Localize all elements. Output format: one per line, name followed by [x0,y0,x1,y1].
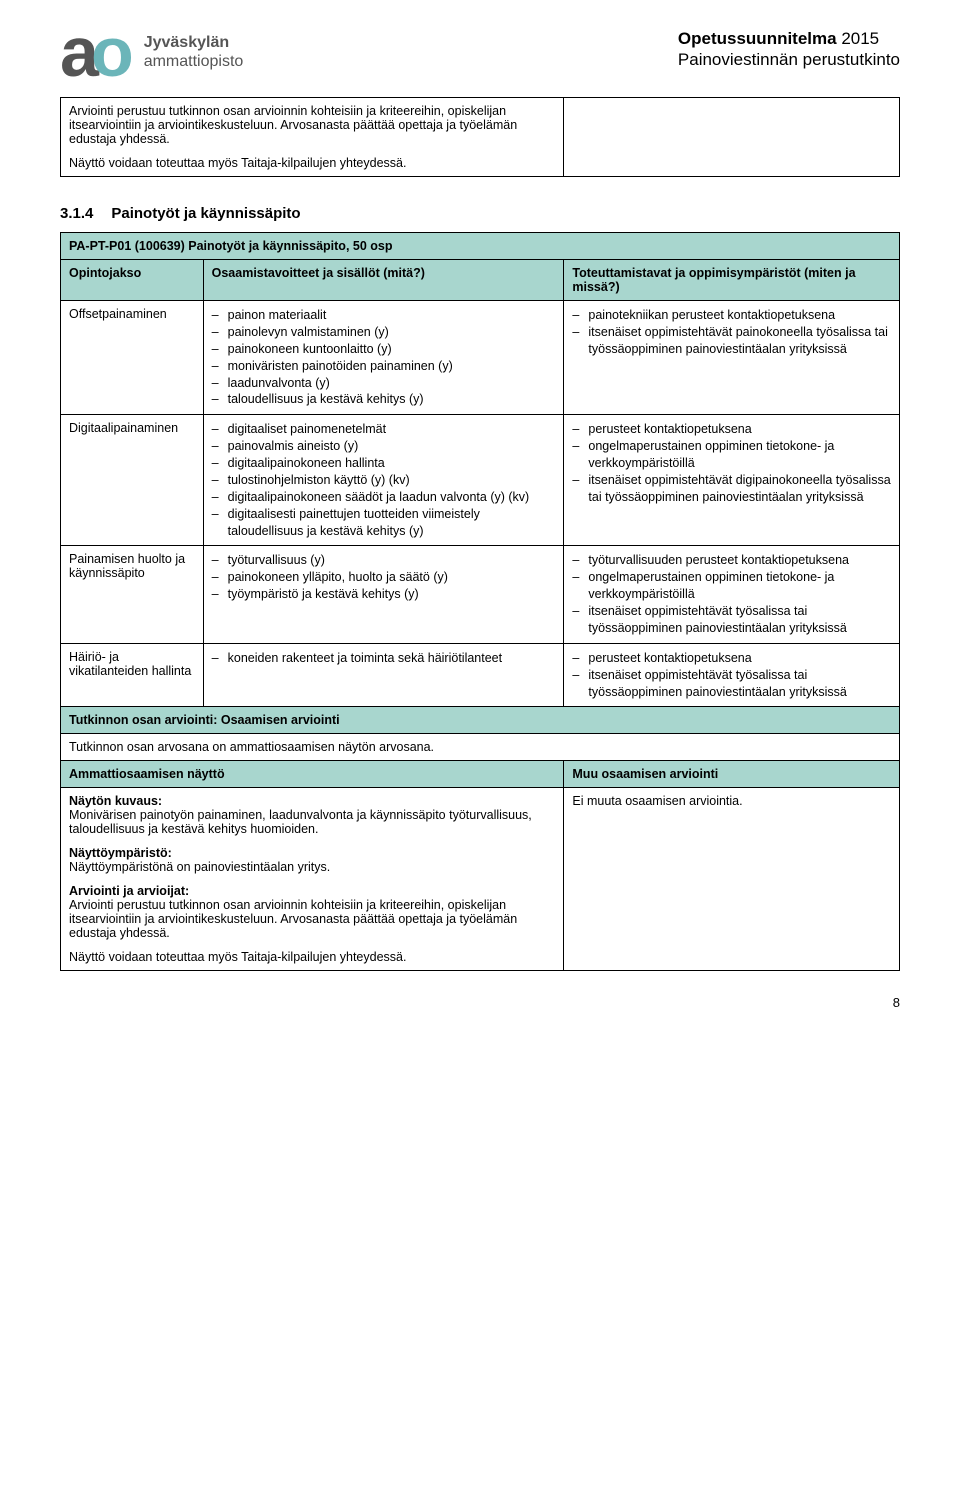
list-item: ongelmaperustainen oppiminen tietokone- … [572,569,891,603]
row-label: Painamisen huolto ja käynnissäpito [61,546,204,643]
naytto-kuvaus-label: Näytön kuvaus: [69,794,162,808]
list-item: itsenäiset oppimistehtävät digipainokone… [572,472,891,506]
row-methods: työturvallisuuden perusteet kontaktiopet… [564,546,900,643]
table-row: Painamisen huolto ja käynnissäpitotyötur… [61,546,900,643]
table-row: Digitaalipainaminendigitaaliset painomen… [61,415,900,546]
row-label: Offsetpainaminen [61,301,204,415]
list-item: itsenäiset oppimistehtävät työsalissa ta… [572,667,891,701]
row-methods: perusteet kontaktiopetuksenaongelmaperus… [564,415,900,546]
row-contents: koneiden rakenteet ja toiminta sekä häir… [203,643,564,707]
curriculum-table: PA-PT-P01 (100639) Painotyöt ja käynniss… [60,232,900,971]
row-contents: painon materiaalitpainolevyn valmistamin… [203,301,564,415]
list-item: työturvallisuus (y) [212,552,556,569]
list-item: perusteet kontaktiopetuksena [572,650,891,667]
list-item: digitaalipainokoneen hallinta [212,455,556,472]
logo-block: a o Jyväskylän ammattiopisto [60,28,243,77]
section-number: 3.1.4 [60,205,93,222]
col-header-1: Opintojakso [61,260,204,301]
eval-right-cell: Ei muuta osaamisen arviointia. [564,788,900,971]
list-item: digitaalisesti painettujen tuotteiden vi… [212,506,556,523]
list-item: painokoneen ylläpito, huolto ja säätö (y… [212,569,556,586]
row-contents: työturvallisuus (y)painokoneen ylläpito,… [203,546,564,643]
logo-letter-o: o [91,28,134,77]
section-title: Painotyöt ja käynnissäpito [111,205,300,222]
table-row: Offsetpainaminenpainon materiaalitpainol… [61,301,900,415]
page: a o Jyväskylän ammattiopisto Opetussuunn… [0,0,960,1050]
naytto-ymp-label: Näyttöympäristö: [69,846,172,860]
evaluation-line: Tutkinnon osan arvosana on ammattiosaami… [61,734,900,761]
list-item: tulostinohjelmiston käyttö (y) (kv) [212,472,556,489]
row-methods: perusteet kontaktiopetuksenaitsenäiset o… [564,643,900,707]
evaluation-header: Tutkinnon osan arviointi: Osaamisen arvi… [61,707,900,734]
list-item: painotekniikan perusteet kontaktiopetuks… [572,307,891,324]
list-item: laadunvalvonta (y) [212,375,556,392]
section-heading: 3.1.4 Painotyöt ja käynnissäpito [60,205,900,222]
list-item: painokoneen kuntoonlaitto (y) [212,341,556,358]
header-title-year: 2015 [837,29,880,48]
row-label: Häiriö- ja vikatilanteiden hallinta [61,643,204,707]
eval-col-left-header: Ammattiosaamisen näyttö [61,761,564,788]
list-item: digitaaliset painomenetelmät [212,421,556,438]
list-item: työturvallisuuden perusteet kontaktiopet… [572,552,891,569]
list-item: itsenäiset oppimistehtävät työsalissa ta… [572,603,891,637]
list-item: koneiden rakenteet ja toiminta sekä häir… [212,650,556,667]
continuation-right-cell [564,98,900,177]
list-item: digitaalipainokoneen säädöt ja laadun va… [212,489,556,506]
table-row: Häiriö- ja vikatilanteiden hallinta konei… [61,643,900,707]
logo-org-name: Jyväskylän [144,34,244,52]
arvioijat-label: Arviointi ja arvioijat: [69,884,189,898]
continuation-paragraph-1: Arviointi perustuu tutkinnon osan arvioi… [69,104,555,146]
logo-text: Jyväskylän ammattiopisto [144,34,244,71]
list-item: painon materiaalit [212,307,556,324]
page-header: a o Jyväskylän ammattiopisto Opetussuunn… [60,28,900,77]
list-item: perusteet kontaktiopetuksena [572,421,891,438]
logo-org-sub: ammattiopisto [144,53,244,71]
list-item: itsenäiset oppimistehtävät painokoneella… [572,324,891,358]
list-item: työympäristö ja kestävä kehitys (y) [212,586,556,603]
row-label: Digitaalipainaminen [61,415,204,546]
naytto-kuvaus-text: Monivärisen painotyön painaminen, laadun… [69,808,532,836]
list-item: ongelmaperustainen oppiminen tietokone- … [572,438,891,472]
table-title-row: PA-PT-P01 (100639) Painotyöt ja käynniss… [61,233,900,260]
continuation-left-cell: Arviointi perustuu tutkinnon osan arvioi… [61,98,564,177]
naytto-ymp-text: Näyttöympäristönä on painoviestintäalan … [69,860,330,874]
header-subtitle: Painoviestinnän perustutkinto [678,49,900,70]
arvioijat-text: Arviointi perustuu tutkinnon osan arvioi… [69,898,517,940]
list-item: taloudellisuus ja kestävä kehitys (y) [212,523,556,540]
header-right: Opetussuunnitelma 2015 Painoviestinnän p… [678,28,900,71]
list-item: painolevyn valmistaminen (y) [212,324,556,341]
continuation-table: Arviointi perustuu tutkinnon osan arvioi… [60,97,900,177]
list-item: painovalmis aineisto (y) [212,438,556,455]
eval-left-cell: Näytön kuvaus: Monivärisen painotyön pai… [61,788,564,971]
list-item: taloudellisuus ja kestävä kehitys (y) [212,391,556,408]
list-item: moniväristen painotöiden painaminen (y) [212,358,556,375]
header-title-bold: Opetussuunnitelma [678,29,837,48]
page-number: 8 [60,995,900,1010]
header-title-line: Opetussuunnitelma 2015 [678,28,900,49]
col-header-2: Osaamistavoitteet ja sisällöt (mitä?) [203,260,564,301]
eval-col-right-header: Muu osaamisen arviointi [564,761,900,788]
continuation-paragraph-2: Näyttö voidaan toteuttaa myös Taitaja-ki… [69,156,555,170]
col-header-3: Toteuttamistavat ja oppimisympäristöt (m… [564,260,900,301]
row-contents: digitaaliset painomenetelmätpainovalmis … [203,415,564,546]
naytto-taitaja-text: Näyttö voidaan toteuttaa myös Taitaja-ki… [69,950,555,964]
row-methods: painotekniikan perusteet kontaktiopetuks… [564,301,900,415]
